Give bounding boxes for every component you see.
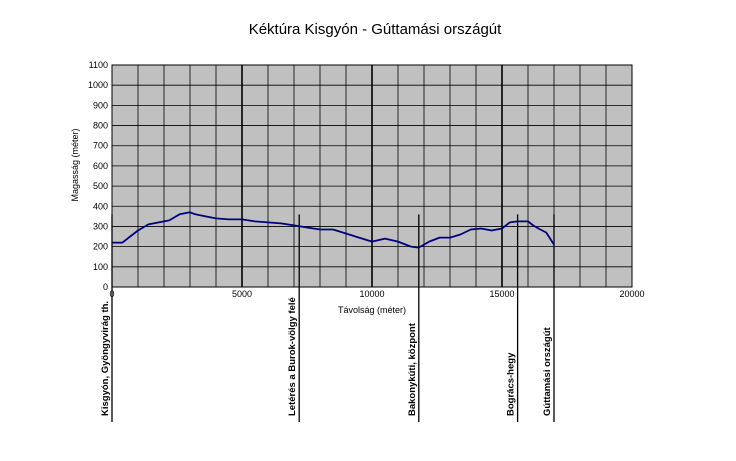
y-tick-label: 800 xyxy=(93,121,108,131)
waypoint-label: Kisgyón, Gyöngyvirág th. xyxy=(100,301,111,416)
x-tick-label: 15000 xyxy=(489,289,514,299)
y-tick-label: 1000 xyxy=(88,80,108,90)
y-tick-label: 700 xyxy=(93,141,108,151)
x-tick-label: 20000 xyxy=(619,289,644,299)
elevation-series-line xyxy=(112,211,555,249)
x-tick-label: 0 xyxy=(109,289,114,299)
y-tick-label: 1100 xyxy=(89,60,108,70)
y-tick-label: 200 xyxy=(93,242,108,252)
x-axis-label: Távolság (méter) xyxy=(338,305,406,315)
x-tick-label: 10000 xyxy=(359,289,384,299)
y-tick-label: 900 xyxy=(93,100,108,110)
y-axis-label: Magasság (méter) xyxy=(70,128,80,201)
y-tick-label: 100 xyxy=(93,262,108,272)
x-tick-label: 5000 xyxy=(232,289,252,299)
y-tick-label: 500 xyxy=(93,181,108,191)
y-tick-label: 0 xyxy=(103,282,108,292)
y-tick-label: 600 xyxy=(93,161,108,171)
y-tick-label: 300 xyxy=(93,221,108,231)
waypoint-label: Letérés a Burok-völgy felé xyxy=(287,297,298,416)
chart-title: Kéktúra Kisgyón - Gúttamási országút xyxy=(249,21,502,38)
waypoint-label: Bakonykúti, központ xyxy=(407,322,418,416)
y-tick-label: 400 xyxy=(93,201,108,211)
waypoint-label: Bogrács-hegy xyxy=(506,352,517,416)
plot-border xyxy=(111,64,633,288)
waypoint-label: Gúttamási országút xyxy=(542,326,553,416)
